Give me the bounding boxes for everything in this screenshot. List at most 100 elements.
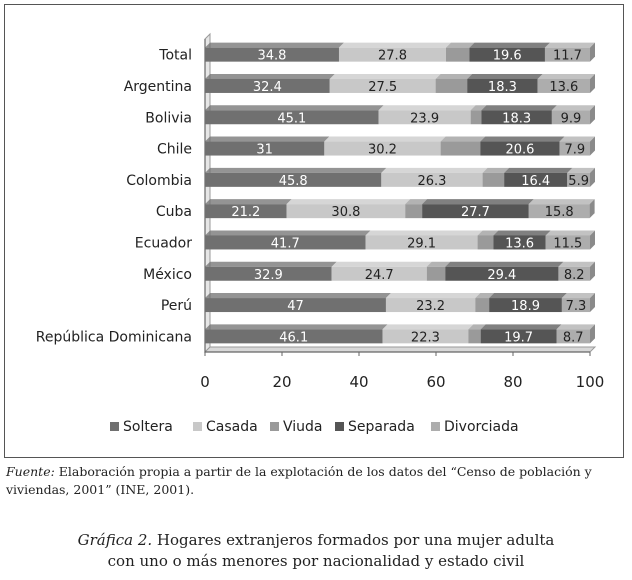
bar-segment-top (338, 42, 452, 48)
legend-label: Separada (348, 419, 415, 435)
bar-data-label: 18.9 (511, 299, 540, 314)
category-label: Ecuador (135, 235, 192, 251)
bar-segment-top (331, 261, 432, 267)
category-label: Argentina (124, 79, 192, 95)
bar-data-label: 8.2 (564, 268, 585, 283)
bar-segment-top (482, 167, 510, 173)
bar-segment-top (385, 293, 481, 299)
bar-segment-top (378, 105, 476, 111)
bar-data-label: 16.4 (521, 174, 550, 189)
bar-segment (324, 141, 441, 156)
bar-data-label: 13.6 (549, 80, 578, 95)
stacked-bar-chart: Total 34.8 27.8 19.6 11.7 Argentina 32.4 27.5 18… (36, 32, 604, 435)
bar-segment (561, 298, 590, 313)
bar-segment-top (435, 73, 473, 79)
bar-segment-top (205, 167, 387, 173)
bar-data-label: 32.4 (253, 80, 282, 95)
bar-segment (422, 204, 529, 219)
bar-segment-top (286, 199, 411, 205)
x-tick-label: 0 (200, 373, 210, 391)
bar-segment-top (329, 73, 441, 79)
bar-segment-top (205, 199, 292, 205)
bar-segment (205, 204, 287, 219)
bar-data-label: 32.9 (254, 268, 283, 283)
bar-segment-top (469, 42, 550, 48)
bar-segment (469, 47, 545, 62)
bar-data-label: 34.8 (258, 49, 287, 64)
bar-segment-top (205, 230, 371, 236)
bar-segment-top (528, 199, 595, 205)
bar-end-face (590, 136, 595, 156)
bar-segment (405, 204, 423, 219)
bar-data-label: 7.9 (564, 143, 585, 158)
bar-end-face (590, 42, 595, 62)
bar-data-label: 11.7 (553, 49, 582, 64)
source-note: Fuente: Elaboración propia a partir de l… (6, 463, 626, 499)
bar-segment-top (493, 230, 551, 236)
bar-segment (470, 110, 482, 125)
bar-segment (205, 78, 330, 93)
bar-segment (440, 141, 481, 156)
bar-segment (382, 329, 469, 344)
bar-segment-top (545, 230, 595, 236)
bar-segment (378, 110, 471, 125)
source-note-text: Elaboración propia a partir de la explot… (6, 464, 592, 497)
category-label: República Dominicana (36, 329, 192, 345)
bar-segment-top (551, 105, 595, 111)
bar-segment-top (324, 136, 446, 142)
category-label: Total (158, 48, 192, 64)
bar-segment (545, 235, 590, 250)
bar-segment-top (422, 199, 534, 205)
source-note-lead: Fuente: (6, 464, 55, 479)
bar-segment-top (489, 293, 567, 299)
bar-segment-top (205, 73, 335, 79)
bar-segment-top (426, 261, 451, 267)
bar-data-label: 31 (256, 143, 273, 158)
bar-segment-top (561, 293, 595, 299)
legend-label: Casada (206, 419, 258, 435)
bar-segment (477, 235, 494, 250)
bar-segment (329, 78, 436, 93)
bar-segment (481, 110, 552, 125)
bar-data-label: 21.2 (231, 205, 260, 220)
bar-segment-top (382, 324, 474, 330)
bar-segment-top (475, 293, 495, 299)
plot-floor (203, 346, 597, 353)
bar-segment (426, 266, 446, 281)
category-label: Colombia (126, 173, 192, 189)
bar-segment (475, 298, 490, 313)
bar-segment-top (205, 136, 330, 142)
bar-segment (551, 110, 590, 125)
bar-segment (567, 172, 590, 187)
bar-data-label: 41.7 (271, 236, 300, 251)
bar-data-label: 27.7 (461, 205, 490, 220)
bar-data-label: 15.8 (545, 205, 574, 220)
bar-segment-top (440, 136, 486, 142)
bar-segment (385, 298, 476, 313)
bar-end-face (590, 73, 595, 93)
bar-segment (467, 78, 538, 93)
bar-data-label: 30.8 (331, 205, 360, 220)
legend-swatch (110, 422, 119, 431)
bar-segment-top (205, 105, 384, 111)
bar-segment-top (381, 167, 488, 173)
bar-segment (480, 141, 560, 156)
bar-data-label: 23.2 (416, 299, 445, 314)
bar-segment (435, 78, 468, 93)
legend-label: Soltera (123, 419, 173, 435)
bar-segment (365, 235, 478, 250)
bar-end-face (590, 324, 595, 344)
bar-segment (558, 266, 590, 281)
bar-end-face (590, 105, 595, 125)
bar-data-label: 13.6 (505, 236, 534, 251)
bar-segment (205, 329, 383, 344)
bar-segment (480, 329, 557, 344)
bar-segment (381, 172, 483, 187)
bar-data-label: 18.3 (488, 80, 517, 95)
bar-segment (528, 204, 590, 219)
caption-lead: Gráfica 2. (77, 531, 153, 549)
bar-data-label: 19.7 (504, 330, 533, 345)
caption-line-2: con uno o más menores por nacionalidad y… (107, 552, 525, 570)
bar-data-label: 29.4 (487, 268, 516, 283)
category-label: Cuba (156, 204, 192, 220)
